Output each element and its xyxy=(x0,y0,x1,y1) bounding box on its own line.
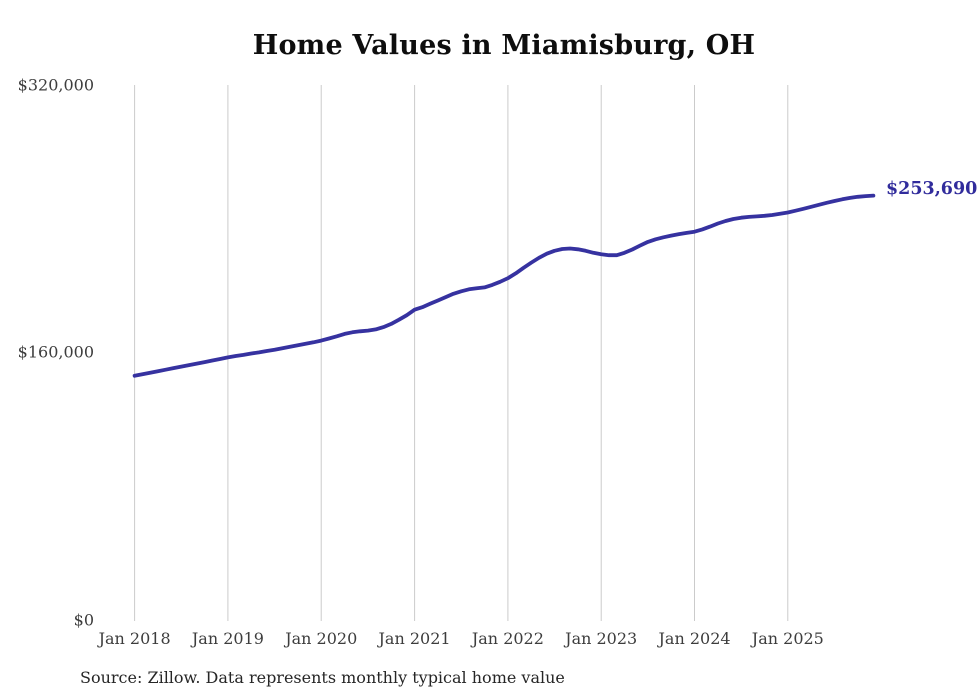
x-axis-tick-jan-2019: Jan 2019 xyxy=(191,629,264,648)
chart-title: Home Values in Miamisburg, OH xyxy=(252,30,756,61)
x-axis-tick-jan-2018: Jan 2018 xyxy=(98,629,171,648)
y-axis-tick-160000: $160,000 xyxy=(17,342,94,362)
latest-value-label: $253,690 xyxy=(886,179,978,199)
y-axis-tick-0: $0 xyxy=(73,610,94,630)
x-axis-tick-jan-2025: Jan 2025 xyxy=(751,629,824,648)
source-note: Source: Zillow. Data represents monthly … xyxy=(80,668,565,687)
x-axis-tick-jan-2024: Jan 2024 xyxy=(658,629,731,648)
x-axis-tick-jan-2022: Jan 2022 xyxy=(471,629,544,648)
y-axis-tick-320000: $320,000 xyxy=(17,75,94,95)
x-axis-tick-jan-2021: Jan 2021 xyxy=(378,629,451,648)
x-axis-tick-jan-2020: Jan 2020 xyxy=(285,629,358,648)
home-value-line xyxy=(132,193,876,378)
x-axis-tick-jan-2023: Jan 2023 xyxy=(565,629,638,648)
